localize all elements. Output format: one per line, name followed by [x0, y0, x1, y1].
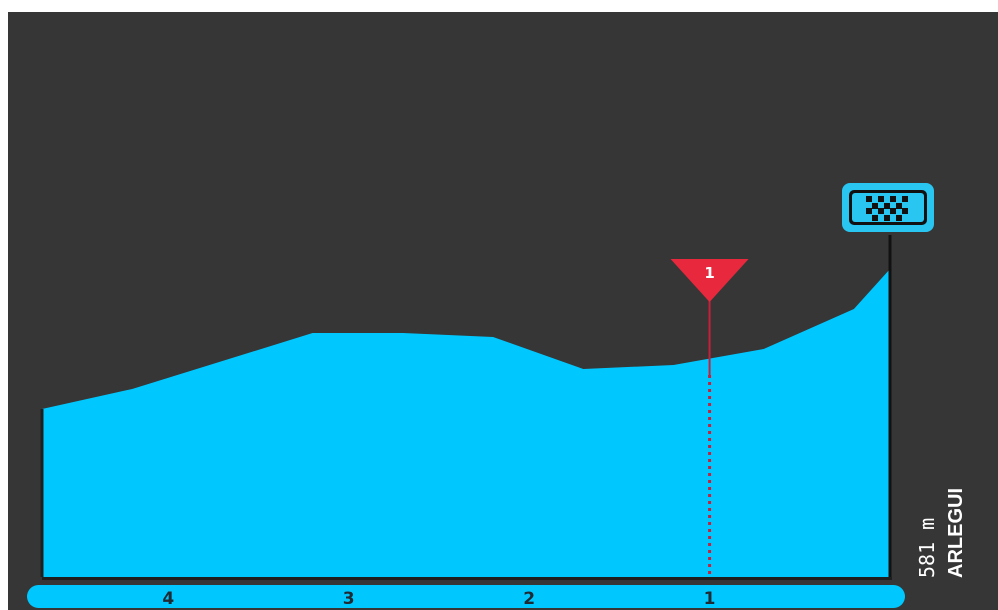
flag-square: [896, 203, 902, 209]
flag-square: [866, 196, 872, 202]
flag-square: [890, 196, 896, 202]
flag-square: [890, 208, 896, 214]
x-axis-line: [42, 577, 892, 580]
flag-square: [902, 196, 908, 202]
flag-square: [872, 215, 878, 221]
flag-square: [884, 203, 890, 209]
finish-place-label: ARLEGUI: [945, 488, 967, 578]
km-tick-label: 1: [704, 589, 716, 609]
km-scale-bar: [27, 585, 905, 608]
flag-square: [878, 196, 884, 202]
checkered-flag-icon: [842, 183, 934, 232]
finish-altitude-label: 581 m: [915, 518, 939, 578]
flag-square: [866, 208, 872, 214]
flag-square: [896, 215, 902, 221]
flag-square: [902, 208, 908, 214]
last-km-triangle: [670, 259, 749, 302]
elevation-area: [42, 269, 890, 577]
flag-square: [878, 208, 884, 214]
flag-square: [872, 203, 878, 209]
last-km-label: 1: [704, 264, 714, 282]
km-tick-label: 4: [162, 589, 174, 609]
flag-square: [884, 215, 890, 221]
km-tick-label: 2: [523, 589, 535, 609]
km-tick-label: 3: [343, 589, 355, 609]
